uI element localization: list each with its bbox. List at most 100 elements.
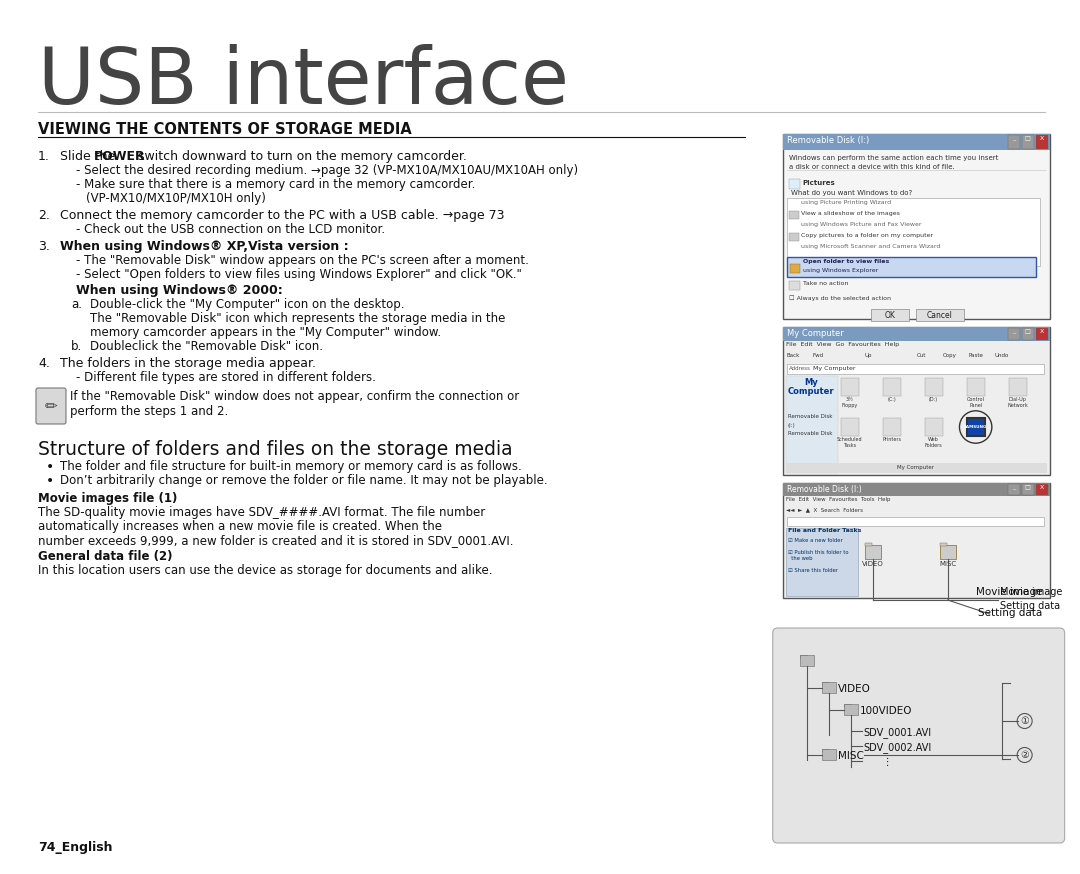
Text: (C:): (C:) xyxy=(888,397,896,402)
Bar xyxy=(822,682,836,693)
Text: ◄◄  ►  ▲  X  Search  Folders: ◄◄ ► ▲ X Search Folders xyxy=(786,507,863,512)
Text: Copy pictures to a folder on my computer: Copy pictures to a folder on my computer xyxy=(800,233,933,238)
Bar xyxy=(865,545,880,559)
Text: - The "Removable Disk" window appears on the PC's screen after a moment.: - The "Removable Disk" window appears on… xyxy=(76,254,529,267)
Bar xyxy=(799,655,813,666)
Bar xyxy=(1009,378,1027,396)
Text: My: My xyxy=(804,378,818,387)
Text: ②: ② xyxy=(1021,750,1029,760)
Bar xyxy=(783,327,1050,341)
Text: Pictures: Pictures xyxy=(802,180,836,186)
Text: 3½
Floppy: 3½ Floppy xyxy=(841,397,858,408)
Text: Removable Disk: Removable Disk xyxy=(787,431,833,436)
Bar xyxy=(1008,484,1020,495)
Bar xyxy=(940,543,947,546)
Text: X: X xyxy=(1040,485,1043,490)
Text: SAMSUNG: SAMSUNG xyxy=(964,425,987,429)
Text: Setting data: Setting data xyxy=(978,608,1042,618)
Bar xyxy=(1022,484,1034,495)
Bar xyxy=(843,704,851,707)
Bar xyxy=(1008,135,1020,149)
Text: Setting data: Setting data xyxy=(1000,601,1059,611)
Text: Printers: Printers xyxy=(882,437,901,442)
Text: Don’t arbitrarily change or remove the folder or file name. It may not be playab: Don’t arbitrarily change or remove the f… xyxy=(60,474,548,487)
Text: The SD-quality movie images have SDV_####.AVI format. The file number: The SD-quality movie images have SDV_###… xyxy=(38,506,485,519)
Text: 74_English: 74_English xyxy=(38,841,112,854)
Bar xyxy=(783,134,1050,319)
Bar xyxy=(786,257,1036,277)
Text: 4.: 4. xyxy=(38,357,50,370)
Text: VIDEO: VIDEO xyxy=(838,684,870,694)
Bar xyxy=(865,543,872,546)
Bar xyxy=(882,378,901,396)
Text: View a slideshow of the images: View a slideshow of the images xyxy=(800,211,900,216)
Text: When using Windows® 2000:: When using Windows® 2000: xyxy=(76,284,283,297)
Bar xyxy=(786,463,1047,473)
Text: ☑ Publish this folder to
  the web: ☑ Publish this folder to the web xyxy=(787,550,848,561)
Text: Double-click the "My Computer" icon on the desktop.: Double-click the "My Computer" icon on t… xyxy=(90,298,405,311)
Text: Address: Address xyxy=(788,366,811,371)
Bar xyxy=(783,483,1050,598)
Text: MISC: MISC xyxy=(838,751,864,761)
Text: b.: b. xyxy=(71,340,82,353)
Bar xyxy=(786,376,838,473)
Bar xyxy=(788,179,799,189)
Bar xyxy=(882,418,901,436)
Text: Copy: Copy xyxy=(943,353,957,358)
Bar xyxy=(924,378,943,396)
Bar xyxy=(783,327,1050,475)
Text: File  Edit  View  Favourites  Tools  Help: File Edit View Favourites Tools Help xyxy=(786,497,890,502)
Bar xyxy=(783,134,1050,150)
Text: number exceeds 9,999, a new folder is created and it is stored in SDV_0001.AVI.: number exceeds 9,999, a new folder is cr… xyxy=(38,534,513,547)
FancyBboxPatch shape xyxy=(772,628,1065,843)
Text: - Check out the USB connection on the LCD monitor.: - Check out the USB connection on the LC… xyxy=(76,223,386,236)
Text: •: • xyxy=(46,460,54,474)
Text: X: X xyxy=(1040,136,1043,141)
Text: Structure of folders and files on the storage media: Structure of folders and files on the st… xyxy=(38,440,513,459)
Bar xyxy=(840,418,859,436)
Text: Movie image: Movie image xyxy=(1000,587,1062,597)
Text: Doubleclick the "Removable Disk" icon.: Doubleclick the "Removable Disk" icon. xyxy=(90,340,323,353)
Text: Open folder to view files: Open folder to view files xyxy=(802,259,889,264)
Text: Undo: Undo xyxy=(995,353,1009,358)
Text: General data file (2): General data file (2) xyxy=(38,550,173,563)
Text: Take no action: Take no action xyxy=(802,281,848,286)
Bar xyxy=(788,233,799,241)
Bar xyxy=(1036,484,1048,495)
Bar xyxy=(783,483,1050,496)
Text: ☐ Always do the selected action: ☐ Always do the selected action xyxy=(788,295,891,301)
Bar xyxy=(822,749,828,752)
Text: _: _ xyxy=(1012,485,1015,490)
Text: □: □ xyxy=(1025,329,1030,334)
Bar xyxy=(786,364,1043,374)
Text: _: _ xyxy=(1012,136,1015,141)
Text: ✏: ✏ xyxy=(44,399,57,413)
Text: File  Edit  View  Go  Favourites  Help: File Edit View Go Favourites Help xyxy=(786,342,899,347)
Bar xyxy=(940,545,956,559)
Text: Up: Up xyxy=(865,353,873,358)
Text: a disk or connect a device with this kind of file.: a disk or connect a device with this kin… xyxy=(788,164,955,170)
Text: ①: ① xyxy=(1021,716,1029,726)
Text: - Different file types are stored in different folders.: - Different file types are stored in dif… xyxy=(76,371,376,384)
Text: □: □ xyxy=(1025,136,1030,141)
Bar xyxy=(967,418,985,436)
Text: My Computer: My Computer xyxy=(897,466,934,470)
Text: Back: Back xyxy=(786,353,800,358)
Bar xyxy=(822,749,836,760)
Bar xyxy=(786,198,1040,266)
Text: 1.: 1. xyxy=(38,150,50,163)
Text: _: _ xyxy=(1012,329,1015,334)
Text: a.: a. xyxy=(71,298,82,311)
Text: Removable Disk: Removable Disk xyxy=(787,414,833,419)
Bar xyxy=(924,418,943,436)
Bar xyxy=(786,517,1043,526)
Text: (I:): (I:) xyxy=(787,423,796,428)
Text: My Computer: My Computer xyxy=(786,329,843,338)
Bar xyxy=(822,682,828,685)
Bar xyxy=(967,378,985,396)
Bar xyxy=(789,264,799,273)
Text: Cut: Cut xyxy=(917,353,926,358)
Text: Paste: Paste xyxy=(969,353,984,358)
Text: 2.: 2. xyxy=(38,209,50,222)
Bar xyxy=(1022,328,1034,340)
